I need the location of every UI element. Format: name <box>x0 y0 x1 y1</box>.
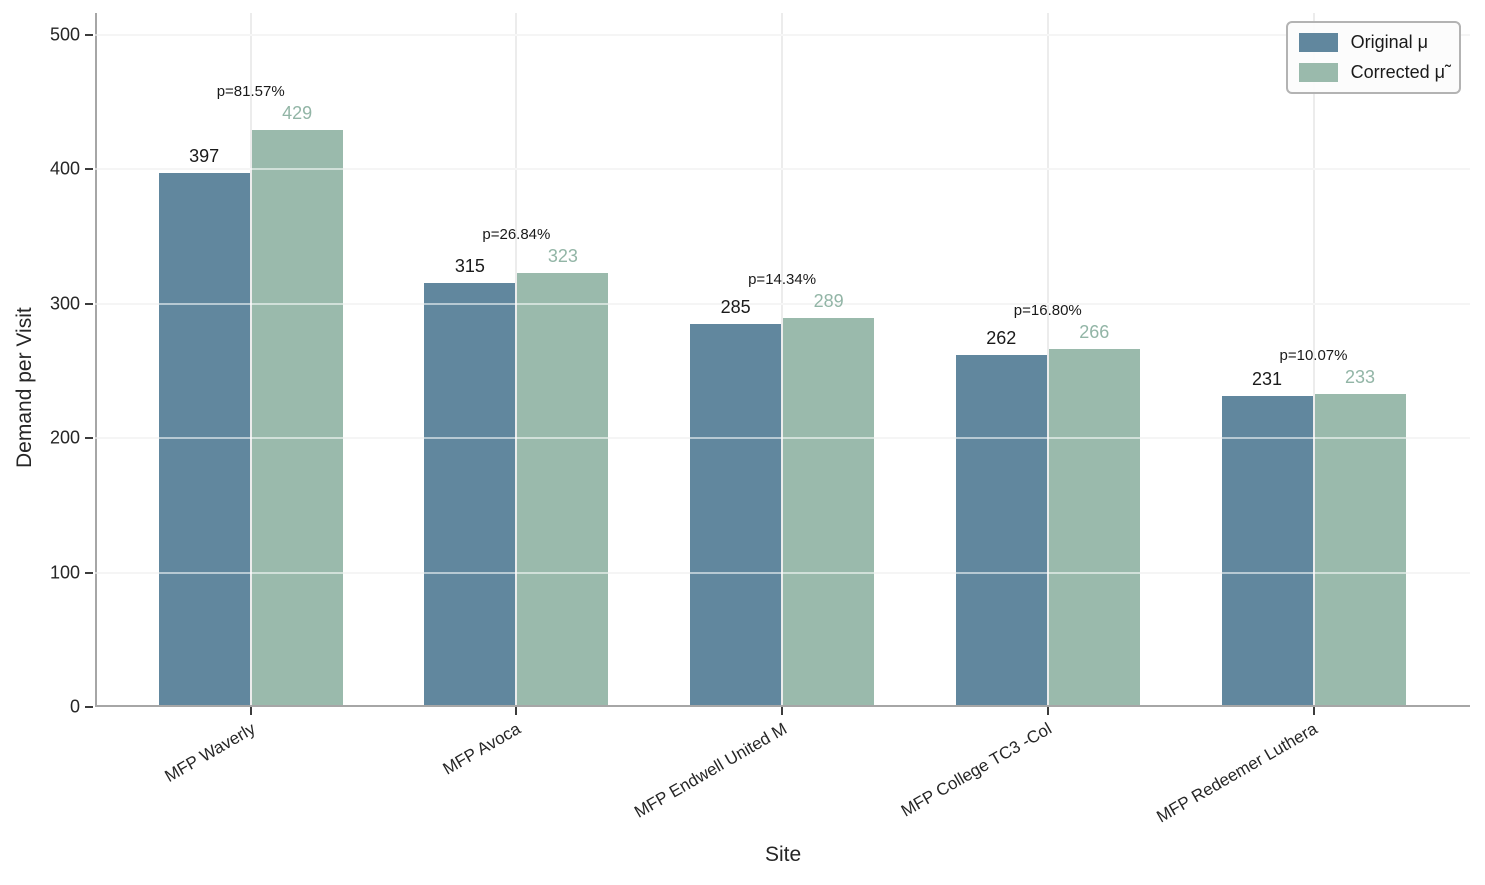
y-tick-label: 0 <box>69 696 80 717</box>
y-tick-label: 500 <box>49 24 80 45</box>
bar-original <box>690 323 782 707</box>
x-tick-label: MFP Avoca <box>439 719 524 779</box>
gridline-vertical <box>1312 13 1315 707</box>
bar-corrected <box>251 130 343 707</box>
bar-corrected <box>1048 349 1140 707</box>
x-tick-mark <box>1312 707 1315 715</box>
bar-original <box>424 283 516 707</box>
y-tick-mark <box>85 168 93 170</box>
x-axis-spine <box>95 705 1470 707</box>
y-tick-label: 300 <box>49 293 80 313</box>
bar-value-label-corrected: 429 <box>282 103 313 124</box>
y-tick-mark <box>85 706 93 708</box>
bar-value-label-original: 231 <box>1251 369 1283 390</box>
x-tick-label: MFP Waverly <box>161 719 259 786</box>
bar-original <box>955 354 1047 707</box>
plot-area: 0 100 200 300 400 500 MFP Waverly 397 429 p=81.57… <box>50 13 1470 826</box>
y-axis-spine <box>95 13 97 707</box>
legend-item-corrected-mu: Corrected μ̃ <box>1298 62 1445 83</box>
bar-value-label-corrected: 266 <box>1079 322 1110 343</box>
gridline-vertical <box>249 13 252 707</box>
gridline-horizontal-overlay <box>95 571 1470 574</box>
x-axis-label: Site <box>765 843 802 866</box>
bar-corrected <box>517 272 609 707</box>
gridline-vertical <box>781 13 784 707</box>
bar-original <box>1221 396 1313 707</box>
bar-value-label-original: 397 <box>189 146 220 167</box>
y-tick-mark <box>85 571 93 574</box>
legend-label-original-mu: Original μ <box>1350 32 1428 52</box>
p-value-annotation: p=26.84% <box>482 225 551 243</box>
gridline-horizontal-overlay <box>95 33 1470 36</box>
x-tick-label: MFP Redeemer Luthera <box>1153 719 1321 827</box>
bar-value-label-original: 315 <box>454 256 485 277</box>
legend-swatch-original-mu <box>1298 33 1338 52</box>
x-tick-mark <box>249 707 252 715</box>
bar-corrected <box>783 318 875 707</box>
bar-original <box>158 173 250 707</box>
y-tick-mark <box>85 33 93 36</box>
p-value-annotation: p=10.07% <box>1279 346 1348 364</box>
gridline-horizontal-overlay <box>95 168 1470 170</box>
legend-label-corrected-mu: Corrected μ̃ <box>1350 62 1445 82</box>
y-axis-label: Demand per Visit <box>13 307 36 468</box>
x-tick-label: MFP College TC3 -Col <box>898 719 1056 821</box>
legend: Original μ Corrected μ̃ <box>1285 21 1461 94</box>
gridline-vertical <box>1046 13 1049 707</box>
gridline-vertical <box>515 13 518 707</box>
gridline-horizontal-overlay <box>95 437 1470 439</box>
y-tick-mark <box>85 437 93 439</box>
bar-value-label-original: 262 <box>986 327 1017 348</box>
p-value-annotation: p=16.80% <box>1013 302 1082 320</box>
y-tick-label: 100 <box>49 562 80 582</box>
x-tick-mark <box>1046 707 1049 715</box>
x-tick-mark <box>515 707 518 715</box>
bar-value-label-corrected: 233 <box>1344 366 1376 387</box>
legend-swatch-corrected-mu <box>1298 63 1338 82</box>
y-tick-label: 400 <box>49 158 80 179</box>
x-tick-mark <box>781 707 784 715</box>
bar-value-label-corrected: 289 <box>813 291 844 312</box>
x-tick-label: MFP Endwell United M <box>630 719 790 822</box>
bar-value-label-original: 285 <box>720 296 751 317</box>
p-value-annotation: p=14.34% <box>748 271 817 289</box>
gridline-horizontal-overlay <box>95 302 1470 305</box>
p-value-annotation: p=81.57% <box>216 83 285 101</box>
bar-corrected <box>1314 393 1406 707</box>
legend-item-original-mu: Original μ <box>1298 32 1445 53</box>
bar-value-label-corrected: 323 <box>547 245 578 266</box>
y-tick-label: 200 <box>49 427 80 448</box>
y-tick-mark <box>85 302 93 305</box>
